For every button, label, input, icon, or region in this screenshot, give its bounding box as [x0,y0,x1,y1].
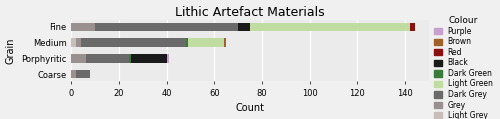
Bar [72,54,86,63]
Y-axis label: Grain: Grain [6,37,16,64]
Legend: Purple, Brown, Red, Black, Dark Green, Light Green, Dark Grey, Grey, Light Grey: Purple, Brown, Red, Black, Dark Green, L… [432,15,494,119]
Bar [86,54,128,63]
X-axis label: Count: Count [236,103,264,113]
Bar [128,54,131,63]
Bar [76,70,90,78]
Bar [81,38,186,47]
Bar [95,22,238,31]
Bar [72,22,95,31]
Bar [410,22,414,31]
Bar [76,38,81,47]
Bar [166,54,169,63]
Bar [224,38,226,47]
Bar [186,38,188,47]
Bar [188,38,224,47]
Bar [250,22,410,31]
Title: Lithic Artefact Materials: Lithic Artefact Materials [176,6,325,19]
Bar [131,54,166,63]
Bar [238,22,250,31]
Bar [72,38,76,47]
Bar [72,70,76,78]
